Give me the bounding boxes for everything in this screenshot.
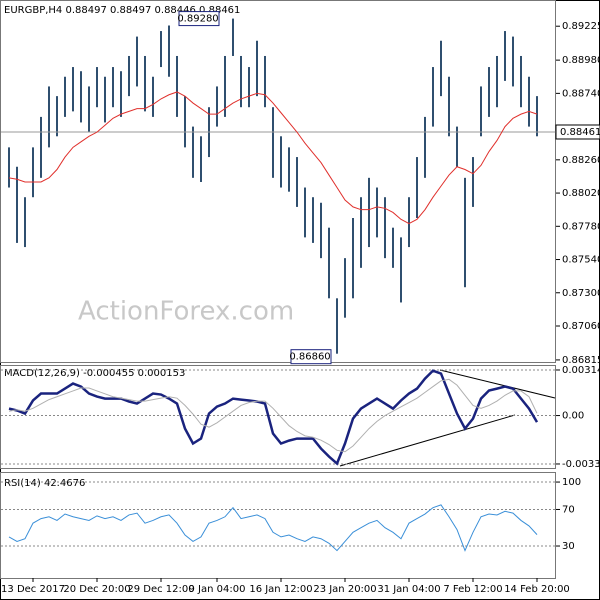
y-tick-label: 0.87060 xyxy=(562,321,600,332)
line-series xyxy=(8,378,538,453)
line-series xyxy=(8,369,539,466)
trend-line xyxy=(339,414,516,467)
y-tick-label: 0.87540 xyxy=(562,255,600,266)
watermark: ActionForex.com xyxy=(78,297,294,327)
y-tick-label: 0.88740 xyxy=(562,88,600,99)
y-tick-label: 0.88020 xyxy=(562,188,600,199)
line-series xyxy=(8,91,538,225)
y-tick-label: 0.89225 xyxy=(562,21,600,32)
rsi-panel xyxy=(0,472,556,579)
y-tick-label: 100 xyxy=(562,477,581,488)
macd-panel xyxy=(0,365,556,469)
last-price-box xyxy=(555,124,600,140)
trend-line xyxy=(439,369,556,399)
annotation: 0.86860 xyxy=(289,352,330,363)
annotation: 0.89280 xyxy=(177,14,218,25)
x-tick-label: 16 Jan 12:00 xyxy=(249,584,312,595)
y-tick-label: 0.003146 xyxy=(562,365,600,376)
last-price-label: 0.88461 xyxy=(560,127,600,138)
price-panel xyxy=(0,0,556,363)
x-tick-label: 29 Dec 12:00 xyxy=(127,584,194,595)
y-tick-label: 0.87780 xyxy=(562,221,600,232)
y-tick-label: 0.88980 xyxy=(562,55,600,66)
x-tick-label: 13 Dec 2017 xyxy=(1,584,65,595)
y-tick-label: 30 xyxy=(562,541,575,552)
annotation-box xyxy=(290,349,332,365)
y-tick-label: 0.00 xyxy=(562,411,584,422)
x-tick-label: 31 Jan 04:00 xyxy=(377,584,440,595)
x-tick-label: 7 Feb 12:00 xyxy=(443,584,502,595)
macd-title: MACD(12,26,9) -0.000455 0.000153 xyxy=(4,368,185,379)
x-tick-label: 9 Jan 04:00 xyxy=(189,584,246,595)
x-tick-label: 14 Feb 20:00 xyxy=(504,584,570,595)
y-tick-label: 0.87300 xyxy=(562,288,600,299)
price-title: EURGBP,H4 0.88497 0.88497 0.88446 0.8846… xyxy=(4,5,240,16)
annotation-box xyxy=(178,11,220,27)
y-tick-label: 0.86815 xyxy=(562,355,600,366)
x-tick-label: 20 Dec 20:00 xyxy=(63,584,130,595)
line-series xyxy=(8,504,538,552)
y-tick-label: 0.88260 xyxy=(562,155,600,166)
x-tick-label: 23 Jan 20:00 xyxy=(313,584,376,595)
rsi-title: RSI(14) 42.4676 xyxy=(4,478,85,489)
y-tick-label: -0.003342 xyxy=(562,459,600,470)
y-tick-label: 70 xyxy=(562,504,575,515)
